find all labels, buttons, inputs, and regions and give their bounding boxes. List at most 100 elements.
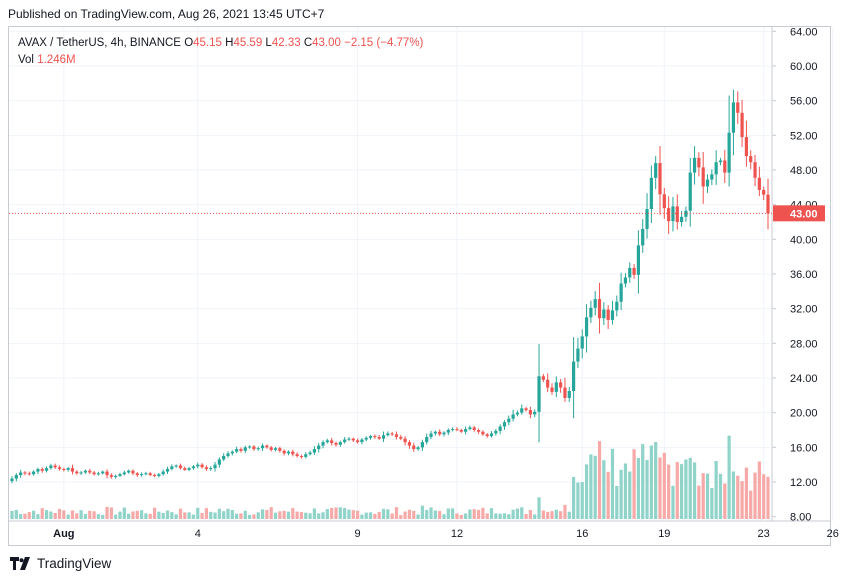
candle-body: [135, 473, 139, 476]
volume-bar: [170, 512, 174, 519]
volume-bar: [537, 497, 541, 519]
volume-bar: [671, 485, 675, 519]
volume-bar: [122, 507, 126, 519]
volume-bar: [667, 464, 671, 519]
candle-body: [645, 209, 649, 229]
volume-bar: [701, 473, 705, 519]
volume-bar: [10, 510, 14, 519]
candle-body: [235, 449, 239, 452]
volume-bar: [420, 505, 424, 519]
candle-body: [92, 472, 96, 475]
volume-bar: [610, 448, 615, 519]
volume-bar: [299, 512, 304, 519]
candle-body: [79, 472, 83, 474]
candle-body: [705, 179, 710, 187]
candle-body: [304, 454, 308, 457]
candle-body: [62, 469, 66, 470]
candle-body: [204, 467, 208, 469]
volume-bar: [697, 485, 701, 519]
candle-body: [131, 470, 135, 474]
volume-bar: [118, 511, 122, 519]
volume-bar: [692, 462, 697, 519]
volume-bar: [533, 514, 537, 519]
volume-bar: [53, 512, 57, 519]
candle-body: [187, 468, 191, 470]
candle-body: [57, 467, 62, 469]
candle-body: [148, 473, 152, 476]
candle-body: [494, 430, 498, 434]
y-tick-label: 40.00: [790, 234, 818, 246]
volume-bar: [187, 512, 191, 519]
candle-body: [252, 446, 256, 450]
candle-body: [584, 317, 589, 337]
volume-bar: [766, 476, 770, 519]
volume-bar: [101, 514, 105, 519]
volume-bar: [325, 509, 329, 519]
candle-body: [101, 471, 105, 474]
volume-bar: [75, 513, 79, 519]
candle-body: [364, 437, 368, 440]
volume-bar: [459, 515, 463, 519]
volume-bar: [546, 511, 550, 519]
volume-bar: [32, 510, 36, 519]
volume-bar: [615, 485, 619, 519]
legend-volume-row: Vol 1.246M: [18, 52, 423, 69]
candle-body: [109, 475, 113, 477]
volume-bar: [736, 475, 740, 519]
volume-bar: [356, 510, 360, 519]
volume-bar: [731, 471, 736, 519]
candle-body: [394, 434, 399, 437]
tradingview-logo[interactable]: TradingView: [10, 556, 111, 571]
candle-body: [178, 465, 183, 469]
volume-bar: [364, 512, 368, 519]
chart-frame: [8, 26, 831, 546]
y-tick-label: 20.00: [790, 408, 818, 420]
candle-body: [390, 433, 394, 435]
candle-body: [528, 410, 532, 415]
candle-body: [723, 160, 727, 173]
volume-bar: [390, 513, 394, 519]
x-tick-label: 26: [827, 528, 839, 540]
volume-bar: [23, 513, 27, 519]
candle-body: [619, 283, 623, 302]
candle-body: [88, 470, 92, 473]
candle-body: [684, 210, 688, 217]
volume-bar: [183, 512, 187, 519]
candle-body: [593, 299, 597, 308]
candle-body: [641, 228, 645, 246]
candle-body: [416, 447, 420, 450]
low-value: 42.33: [271, 37, 301, 49]
volume-bar: [161, 512, 165, 519]
volume-bar: [109, 507, 113, 519]
candle-body: [351, 438, 355, 441]
volume-bar: [550, 511, 554, 519]
symbol-label[interactable]: AVAX / TetherUS, 4h, BINANCE: [18, 37, 181, 49]
y-tick-label: 16.00: [790, 442, 818, 454]
candle-body: [455, 429, 459, 431]
candle-body: [32, 471, 36, 475]
volume-bar: [79, 510, 83, 519]
y-tick-label: 28.00: [790, 338, 818, 350]
high-label: H: [225, 37, 234, 49]
volume-bar: [472, 509, 476, 519]
candle-body: [744, 137, 748, 157]
candle-body: [373, 436, 377, 438]
candle-body: [438, 431, 442, 435]
volume-bar: [248, 514, 252, 519]
volume-bar: [44, 510, 49, 519]
volume-bar: [442, 514, 446, 519]
candle-body: [157, 474, 161, 476]
volume-bar: [641, 444, 645, 519]
volume-bar: [740, 481, 744, 519]
volume-bar: [749, 490, 753, 519]
candle-body: [736, 102, 740, 113]
volume-bar: [178, 508, 183, 519]
candle-body: [567, 391, 571, 398]
volume-bar: [308, 513, 312, 519]
volume-bar: [62, 510, 66, 519]
candle-body: [53, 465, 57, 468]
candle-body: [174, 465, 178, 467]
candle-body: [757, 177, 761, 190]
candle-body: [209, 468, 213, 470]
